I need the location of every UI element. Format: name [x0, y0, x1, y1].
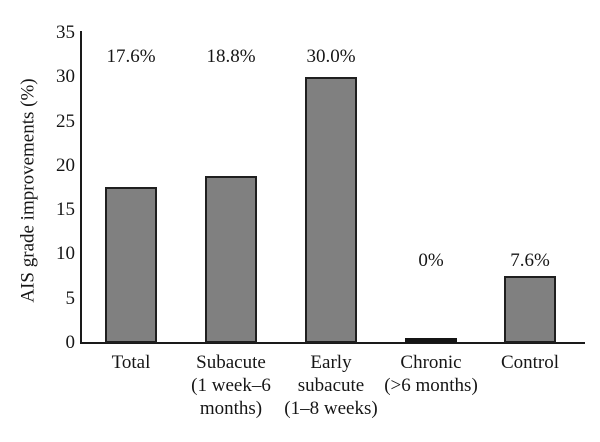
- x-category-label: Early subacute (1–8 weeks): [284, 352, 378, 419]
- y-tick-label: 10: [56, 243, 75, 265]
- bar: [504, 275, 556, 343]
- bar-value-label: 7.6%: [510, 250, 550, 271]
- bar: [305, 77, 357, 343]
- y-tick-label: 5: [65, 287, 76, 309]
- bar-value-label: 18.8%: [206, 46, 256, 67]
- bar-value-label: 30.0%: [306, 46, 356, 67]
- y-tick-label: 15: [56, 199, 75, 221]
- x-category-label: Control: [500, 352, 560, 373]
- x-axis-line: [80, 342, 585, 344]
- bar: [405, 338, 457, 343]
- bar-value-label: 17.6%: [106, 46, 156, 67]
- y-tick-label: 25: [56, 110, 75, 132]
- bar: [205, 176, 257, 343]
- bar: [105, 187, 157, 343]
- y-tick-label: 20: [56, 154, 75, 176]
- y-tick-label: 35: [56, 22, 75, 43]
- y-tick-label: 0: [65, 332, 76, 353]
- x-category-label: Total: [111, 352, 151, 373]
- x-category-label: Chronic (>6 months): [384, 352, 478, 396]
- y-axis-line: [80, 31, 82, 344]
- x-category-label: Subacute (1 week–6 months): [191, 352, 271, 419]
- bar-value-label: 0%: [418, 250, 444, 271]
- y-tick-label: 30: [56, 66, 75, 88]
